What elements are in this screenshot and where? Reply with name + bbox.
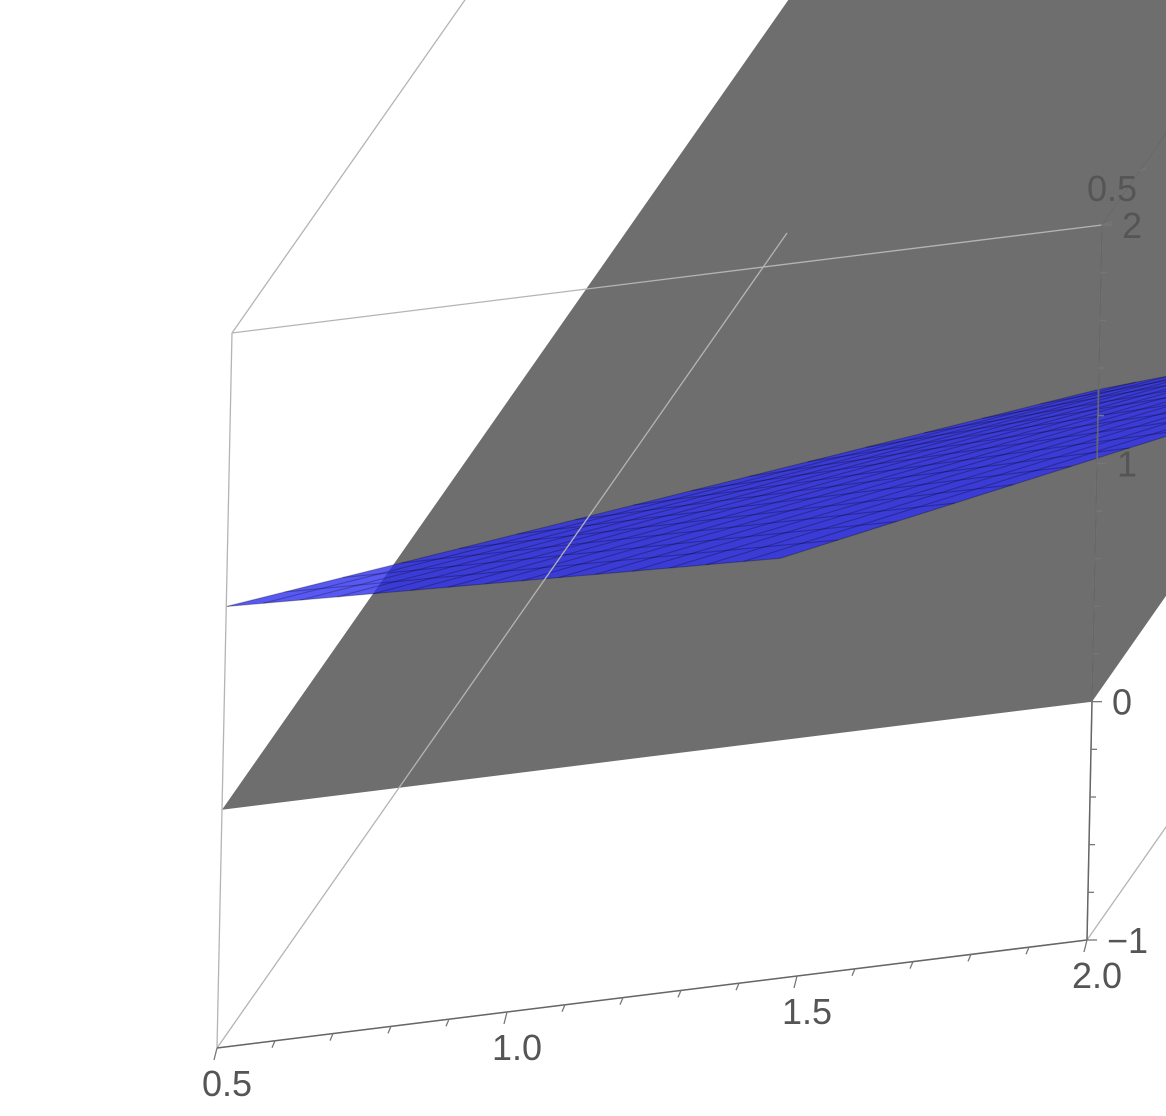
x-tick-label-0: 0.5 bbox=[202, 1063, 252, 1104]
box-edge-8 bbox=[217, 333, 232, 1048]
x-axis-tick bbox=[504, 1012, 507, 1024]
x-tick-label-1: 1.0 bbox=[492, 1027, 542, 1068]
zero-plane-layer bbox=[222, 0, 1166, 810]
x-axis-tick bbox=[794, 976, 797, 988]
y-tick-label-0: 0.5 bbox=[1087, 168, 1137, 209]
x-axis-tick bbox=[1084, 940, 1087, 952]
x-tick-label-2: 1.5 bbox=[782, 991, 832, 1032]
zero-plane bbox=[222, 0, 1166, 810]
x-axis-tick bbox=[214, 1048, 217, 1060]
x-tick-label-3: 2.0 bbox=[1072, 955, 1122, 996]
z-tick-label-0: −1 bbox=[1107, 920, 1148, 961]
z-tick-label-1: 0 bbox=[1112, 682, 1132, 723]
z-tick-label-2: 1 bbox=[1117, 443, 1137, 484]
x-axis-line bbox=[217, 940, 1087, 1048]
z-tick-label-3: 2 bbox=[1122, 205, 1142, 246]
